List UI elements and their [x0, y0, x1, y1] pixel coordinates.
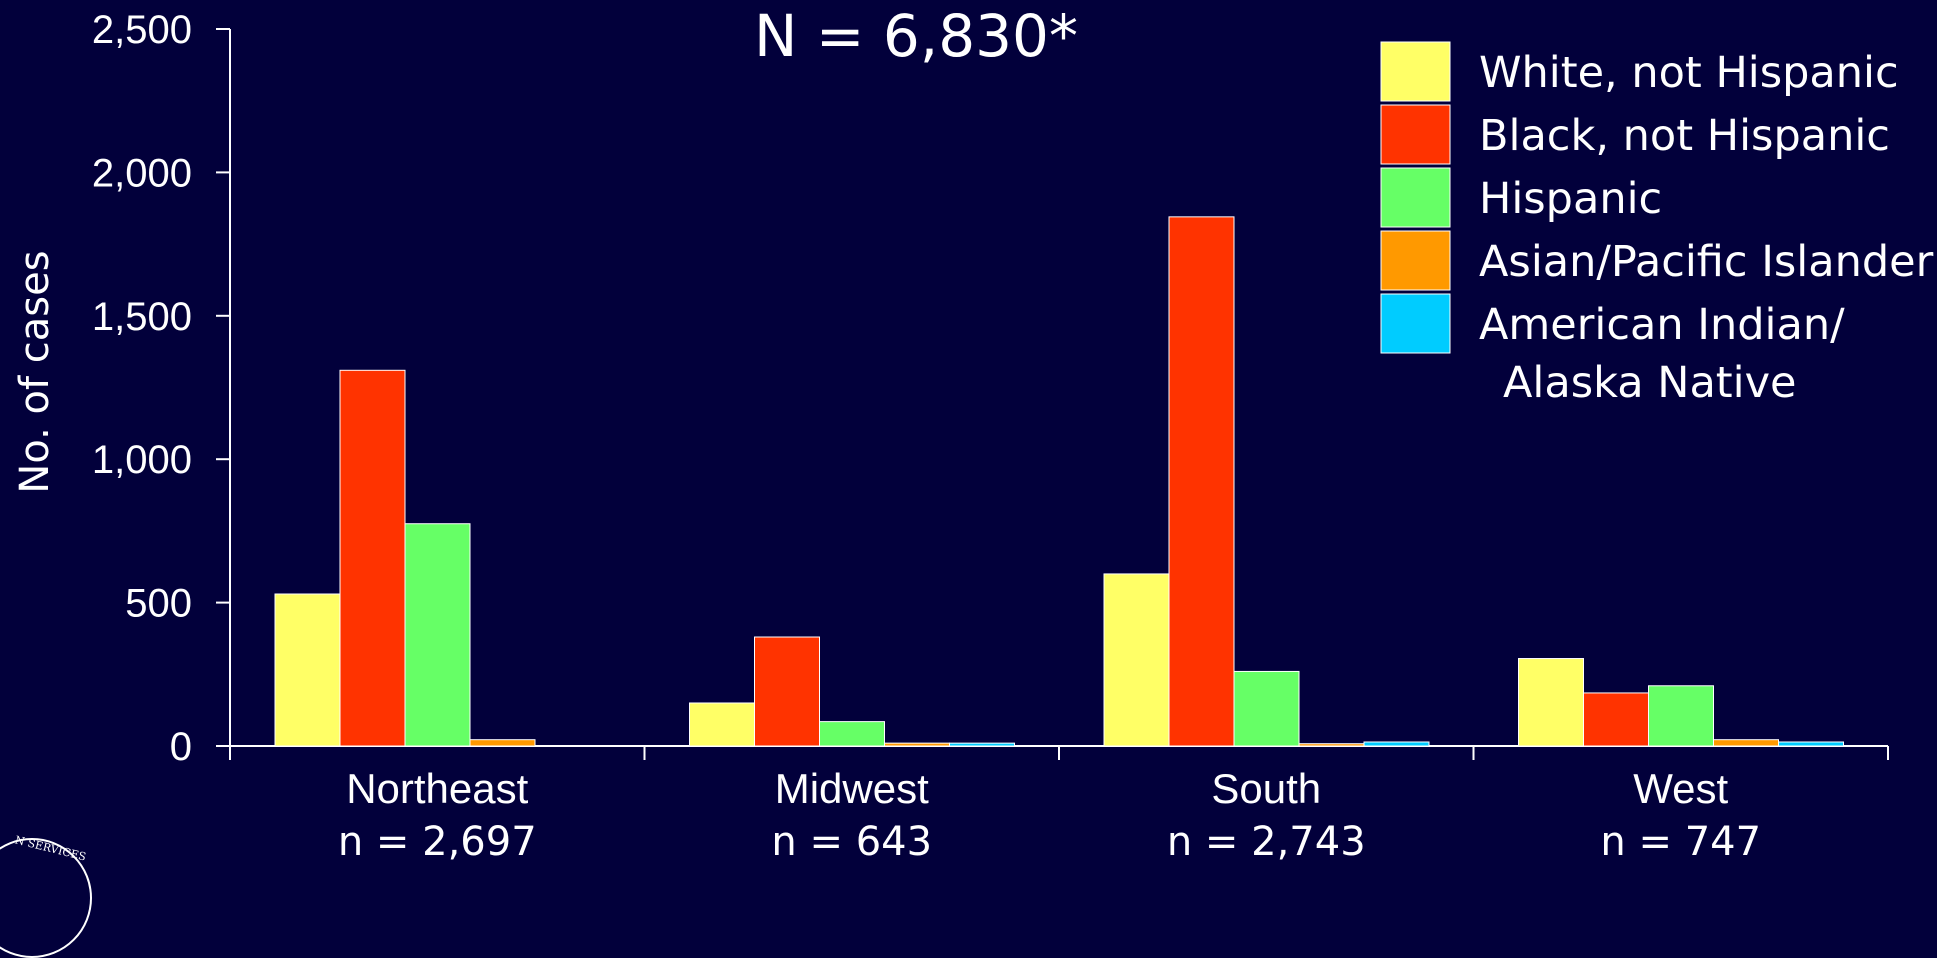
legend-swatch — [1380, 167, 1451, 228]
y-tick-label: 500 — [125, 582, 192, 626]
category-count-label: n = 2,743 — [1167, 819, 1366, 862]
x-tick-label: West — [1633, 765, 1728, 812]
y-axis-label: No. of cases — [12, 250, 58, 493]
bar — [1778, 741, 1844, 747]
legend-swatch — [1380, 230, 1451, 291]
legend-label: Black, not Hispanic — [1479, 111, 1890, 161]
x-tick-label: South — [1211, 765, 1321, 812]
bar — [754, 636, 820, 747]
legend-label: Asian/Pacific Islander — [1479, 237, 1934, 287]
bar — [1168, 216, 1235, 747]
bars — [274, 216, 1844, 747]
bar-chart: 0 500 1,000 1,500 2,000 2,500 Northeast n = 2,6… — [12, 2, 1934, 862]
y-tick-label: 1,500 — [92, 295, 192, 339]
bar — [1298, 743, 1365, 747]
category-count-label: n = 747 — [1600, 819, 1761, 862]
tick-labels: 0 500 1,000 1,500 2,000 2,500 Northeast n = 2,6… — [92, 8, 1761, 862]
x-tick-label: Midwest — [775, 765, 929, 812]
y-tick-label: 0 — [170, 725, 192, 769]
bar — [469, 739, 536, 747]
legend: White, not Hispanic Black, not Hispanic Hi… — [1380, 41, 1934, 408]
legend-swatch — [1380, 41, 1451, 102]
y-tick-label: 2,500 — [92, 8, 192, 52]
department-seal-logo: N SERVICES — [0, 833, 92, 958]
legend-label: Hispanic — [1479, 174, 1662, 224]
bar — [274, 593, 341, 747]
legend-label: White, not Hispanic — [1479, 48, 1899, 98]
x-tick-label: Northeast — [346, 765, 528, 812]
bar — [1583, 692, 1649, 747]
bar — [1713, 739, 1779, 747]
bar — [339, 369, 406, 747]
bar — [1103, 573, 1170, 747]
category-count-label: n = 643 — [771, 819, 932, 862]
bar — [1363, 741, 1430, 747]
bar — [1233, 670, 1300, 747]
bar — [1648, 685, 1714, 747]
legend-label: American Indian/ — [1479, 300, 1845, 350]
bar — [949, 742, 1015, 747]
bar — [689, 702, 755, 747]
bar — [884, 742, 950, 747]
bar — [404, 523, 471, 747]
bar — [1518, 658, 1584, 747]
legend-swatch — [1380, 104, 1451, 165]
chart-title: N = 6,830* — [754, 2, 1078, 70]
y-tick-label: 2,000 — [92, 151, 192, 195]
legend-swatch — [1380, 293, 1451, 354]
y-tick-label: 1,000 — [92, 438, 192, 482]
bar — [819, 721, 885, 747]
category-count-label: n = 2,697 — [338, 819, 537, 862]
legend-label: Alaska Native — [1503, 358, 1797, 408]
